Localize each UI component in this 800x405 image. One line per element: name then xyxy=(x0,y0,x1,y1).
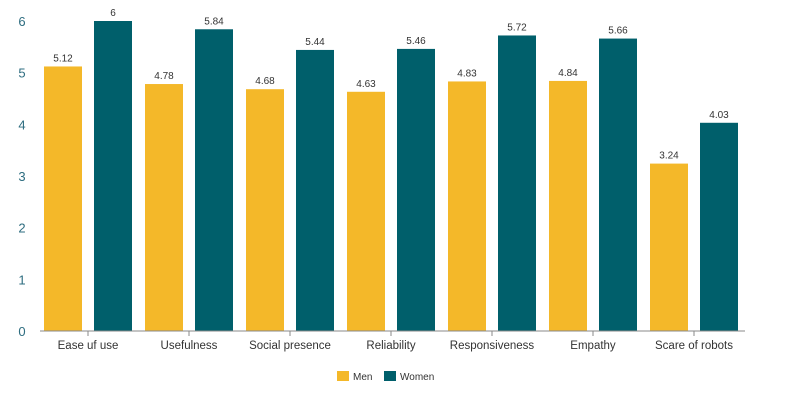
legend-swatch-women xyxy=(384,371,396,381)
bar-women xyxy=(599,38,637,332)
bar-women xyxy=(94,21,132,331)
data-label: 4.83 xyxy=(457,68,477,79)
legend-swatch-men xyxy=(337,371,349,381)
y-tick-label: 4 xyxy=(18,117,25,132)
y-tick-label: 1 xyxy=(18,272,25,287)
y-tick-label: 3 xyxy=(18,169,25,184)
y-tick-label: 5 xyxy=(18,66,25,81)
bar-men xyxy=(246,89,284,331)
x-tick-label: Empathy xyxy=(570,340,616,352)
bar-women xyxy=(296,49,334,331)
x-tick-label: Social presence xyxy=(249,340,331,352)
bar-women xyxy=(498,35,536,331)
bar-women xyxy=(397,48,435,332)
data-label: 4.03 xyxy=(709,110,729,121)
legend-label-men: Men xyxy=(353,372,372,383)
bar-women xyxy=(195,29,233,332)
data-label: 4.84 xyxy=(558,68,578,79)
x-tick-label: Usefulness xyxy=(161,340,218,352)
y-tick-label: 2 xyxy=(18,221,25,236)
data-label: 4.63 xyxy=(356,79,376,90)
data-label: 5.72 xyxy=(507,22,527,33)
x-tick-label: Responsiveness xyxy=(450,340,535,352)
x-tick-label: Reliability xyxy=(366,340,415,352)
bar-men xyxy=(347,91,385,332)
x-tick-label: Ease uf use xyxy=(58,340,119,352)
bar-men xyxy=(650,163,688,331)
y-tick-label: 0 xyxy=(18,324,25,339)
data-label: 5.12 xyxy=(53,53,73,64)
bar-men xyxy=(549,80,587,331)
bar-men xyxy=(145,84,183,332)
data-label: 3.24 xyxy=(659,151,679,162)
y-tick-label: 6 xyxy=(18,14,25,29)
data-label: 5.66 xyxy=(608,26,628,37)
legend-label-women: Women xyxy=(400,372,434,383)
bar-men xyxy=(448,81,486,331)
data-label: 5.46 xyxy=(406,36,426,47)
data-label: 4.78 xyxy=(154,71,174,82)
bar-men xyxy=(44,66,82,331)
data-label: 5.44 xyxy=(305,37,325,48)
data-label: 4.68 xyxy=(255,76,275,87)
x-tick-label: Scare of robots xyxy=(655,340,733,352)
data-label: 6 xyxy=(110,8,116,19)
data-label: 5.84 xyxy=(204,16,224,27)
bar-women xyxy=(700,122,738,332)
